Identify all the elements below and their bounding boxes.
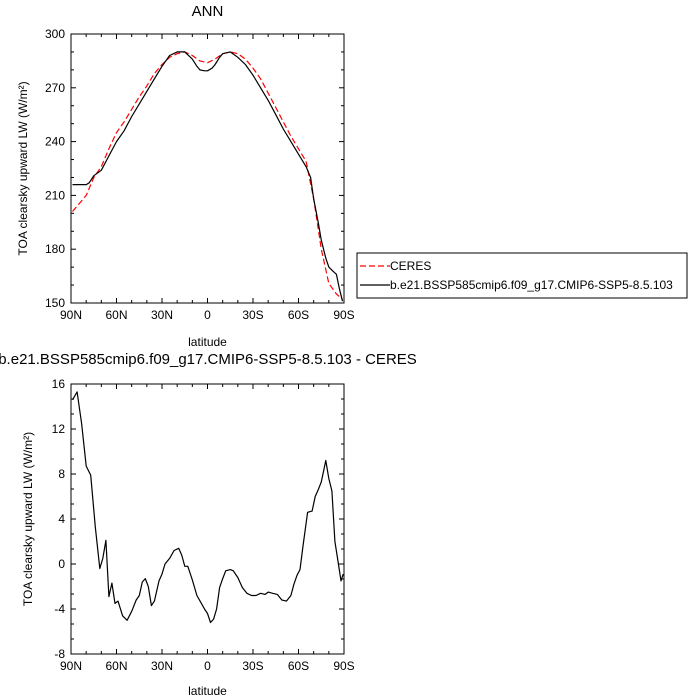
x-tick-label: 90N: [60, 659, 82, 673]
y-tick-label: 12: [52, 422, 66, 436]
x-tick-label: 60S: [288, 308, 309, 322]
y-axis-label: TOA clearsky upward LW (W/m²): [16, 81, 30, 255]
series-line-ceres: [72, 51, 343, 300]
y-tick-label: 150: [45, 296, 65, 310]
y-tick-label: 240: [45, 135, 65, 149]
x-tick-label: 30N: [151, 659, 173, 673]
legend-box: [356, 252, 688, 299]
y-tick-label: -8: [54, 647, 65, 661]
chart-difference: b.e21.BSSP585cmip6.f09_g17.CMIP6-SSP5-8.…: [0, 351, 417, 698]
x-tick-label: 90N: [60, 308, 82, 322]
x-tick-label: 30S: [242, 659, 263, 673]
series-line-model: [71, 391, 344, 624]
x-tick-label: 90S: [333, 308, 354, 322]
chart-title: ANN: [192, 3, 224, 20]
x-tick-label: 30N: [151, 308, 173, 322]
x-tick-label: 0: [204, 659, 211, 673]
x-tick-label: 60N: [105, 308, 127, 322]
y-axis-label: TOA clearsky upward LW (W/m²): [21, 432, 35, 606]
series-line-model: [72, 51, 344, 302]
y-tick-label: 300: [45, 27, 65, 41]
x-tick-label: 60N: [105, 659, 127, 673]
y-tick-label: 16: [52, 377, 66, 391]
y-tick-label: 4: [58, 512, 65, 526]
x-tick-label: 90S: [333, 659, 354, 673]
chart-title: b.e21.BSSP585cmip6.f09_g17.CMIP6-SSP5-8.…: [0, 351, 417, 368]
y-tick-label: 0: [58, 557, 65, 571]
legend: CERES b.e21.BSSP585cmip6.f09_g17.CMIP6-SS…: [356, 252, 688, 299]
x-tick-label: 0: [204, 308, 211, 322]
x-axis-label: latitude: [188, 684, 227, 698]
y-tick-label: 8: [58, 467, 65, 481]
plot-frame: [70, 33, 345, 304]
chart-mean-lw: ANN 90N 60N 30N 0 30S 60S 90S 150 180 210 240 270 300…: [16, 3, 688, 349]
y-tick-label: 210: [45, 188, 65, 202]
y-tick-label: 270: [45, 81, 65, 95]
y-tick-label: -4: [54, 602, 65, 616]
legend-label: b.e21.BSSP585cmip6.f09_g17.CMIP6-SSP5-8.…: [390, 278, 673, 292]
x-axis-label: latitude: [188, 335, 227, 349]
x-tick-label: 60S: [288, 659, 309, 673]
x-tick-label: 30S: [242, 308, 263, 322]
legend-label: CERES: [390, 259, 431, 273]
y-tick-label: 180: [45, 242, 65, 256]
